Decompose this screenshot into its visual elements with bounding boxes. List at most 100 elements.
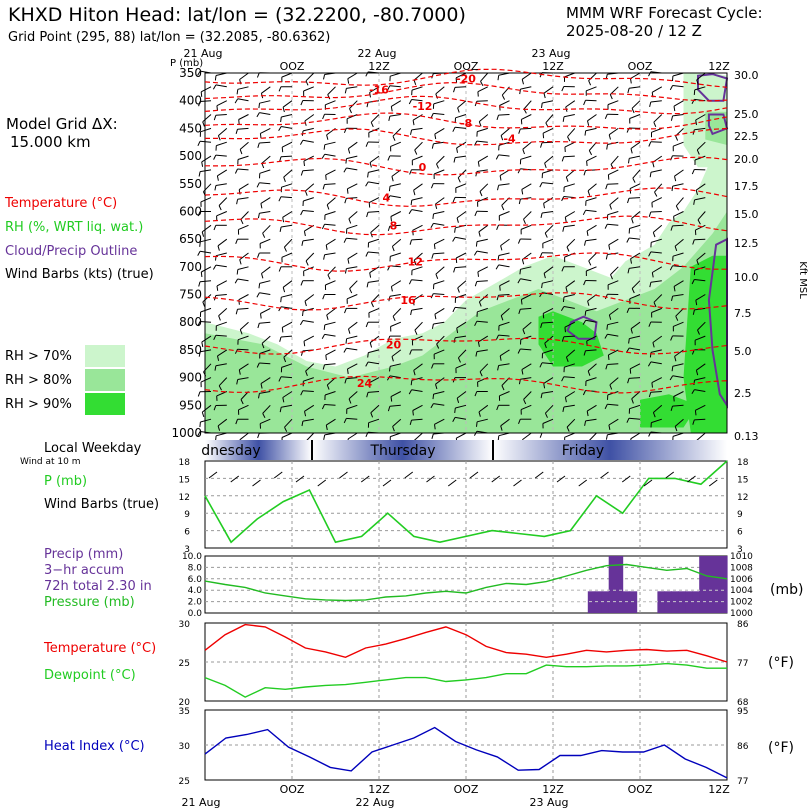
wind-barb-flag: [343, 128, 347, 133]
wind-barb: [302, 320, 314, 323]
wind-barb: [542, 127, 554, 134]
wind-barb-flag: [236, 269, 239, 275]
heat-tick-left: 35: [179, 707, 190, 717]
pressure-tick-right: 1006: [730, 575, 753, 585]
bottom-date-label: 21 Aug: [182, 796, 221, 809]
wind-barb: [610, 155, 619, 165]
wind-barb-flag: [654, 191, 658, 197]
wind-barb: [588, 432, 597, 442]
wind-barb: [674, 169, 684, 177]
wind-barb-flag: [495, 264, 500, 270]
wind-barb: [433, 222, 445, 226]
wind-barb: [478, 155, 489, 163]
wind-barb: [346, 266, 358, 270]
wind-barb-flag: [606, 144, 608, 150]
wind-barb-flag: [608, 244, 611, 250]
wind-barb-flag: [408, 99, 413, 105]
wind-barb-flag: [696, 79, 699, 85]
wind-barb: [260, 127, 271, 134]
wind-barb-flag: [257, 213, 260, 219]
wind-barb: [498, 294, 510, 296]
wind-barb-flag: [323, 254, 326, 260]
wind-barb: [218, 377, 228, 387]
wind-barb: [545, 114, 554, 124]
wind-barb-flag: [631, 288, 635, 294]
wind-barb-flag: [410, 380, 413, 386]
wind-barb-flag: [497, 75, 500, 81]
wind-barb: [498, 141, 510, 146]
precip-bar: [692, 591, 700, 613]
wind-tick-right: 15: [737, 475, 748, 485]
wind-barb-flag: [454, 407, 456, 413]
wind-barb-flag: [256, 292, 260, 298]
wind-barb: [672, 224, 684, 227]
wind-barb: [284, 418, 293, 428]
wind-barb-flag: [649, 172, 652, 178]
wind-barb: [563, 114, 575, 118]
wind-barb: [368, 280, 380, 283]
wind-barb: [368, 307, 380, 314]
wind-barb-flag: [499, 355, 502, 361]
wind-barb: [564, 363, 575, 368]
wind-barb-flag: [203, 371, 207, 377]
wind-barb-flag: [697, 329, 700, 335]
wind-barb: [434, 307, 445, 315]
pressure-tick-label: 600: [179, 204, 202, 218]
wind-barb: [239, 141, 249, 150]
temp-tick-right: 68: [737, 698, 749, 708]
wind-barb-flag: [480, 81, 484, 86]
wind-barb-flag: [497, 435, 500, 441]
wind-barb: [585, 197, 597, 202]
wind-barb-flag: [431, 363, 434, 369]
wind-barb-flag: [495, 154, 500, 160]
wind-barb-flag: [388, 115, 391, 122]
surface-wind-barb: [621, 475, 631, 483]
wind-barb-flag: [544, 412, 548, 418]
wind-barb: [543, 197, 554, 204]
wind-barb-flag: [518, 128, 521, 134]
wind-barb: [411, 389, 423, 392]
isotherm-label: 4: [382, 192, 390, 205]
wind-barb-flag: [344, 268, 347, 274]
wind-barb-flag: [675, 205, 680, 211]
wind-barb: [542, 349, 554, 354]
wind-barb-flag: [257, 433, 260, 439]
wind-barb: [346, 86, 358, 89]
wind-barb-flag: [452, 307, 456, 313]
wind-barb-flag: [234, 168, 238, 174]
wind-barb: [588, 252, 597, 262]
wind-barb-flag: [326, 384, 330, 390]
wind-barb-flag: [478, 121, 482, 127]
wind-barb-flag: [434, 314, 437, 320]
wind-barb-flag: [696, 149, 700, 155]
wind-barb: [433, 252, 445, 255]
wind-barb: [607, 183, 619, 185]
wind-barb: [282, 391, 293, 398]
wind-barb-flag: [235, 419, 238, 425]
wind-barb: [237, 197, 249, 200]
temp-tick-right: 86: [737, 620, 749, 630]
wind-barb-flag: [304, 190, 308, 196]
pressure-tick-right: 1004: [730, 586, 753, 596]
wind-barb: [608, 169, 619, 176]
wind-barb-flag: [347, 368, 349, 374]
precip-bar: [629, 591, 638, 613]
wind-barb-flag: [412, 410, 414, 416]
wind-barb: [237, 155, 249, 160]
wind-barb-flag: [518, 419, 521, 424]
wind-barb: [476, 418, 488, 423]
wind-barb: [609, 86, 619, 95]
wind-barb: [368, 197, 380, 204]
wind-barb-flag: [284, 426, 288, 432]
wind-barb-flag: [562, 226, 565, 232]
precip-tick-left: 8.0: [188, 563, 203, 573]
wind-barb: [347, 72, 358, 80]
wind-barb-flag: [303, 161, 305, 167]
wind-barb: [478, 224, 489, 233]
wind-barb-flag: [321, 404, 325, 410]
wind-barb-flag: [327, 274, 331, 280]
wind-barb: [201, 155, 212, 163]
wind-barb-flag: [410, 129, 413, 135]
wind-barb-flag: [630, 258, 632, 264]
wind-barb-flag: [282, 397, 285, 403]
